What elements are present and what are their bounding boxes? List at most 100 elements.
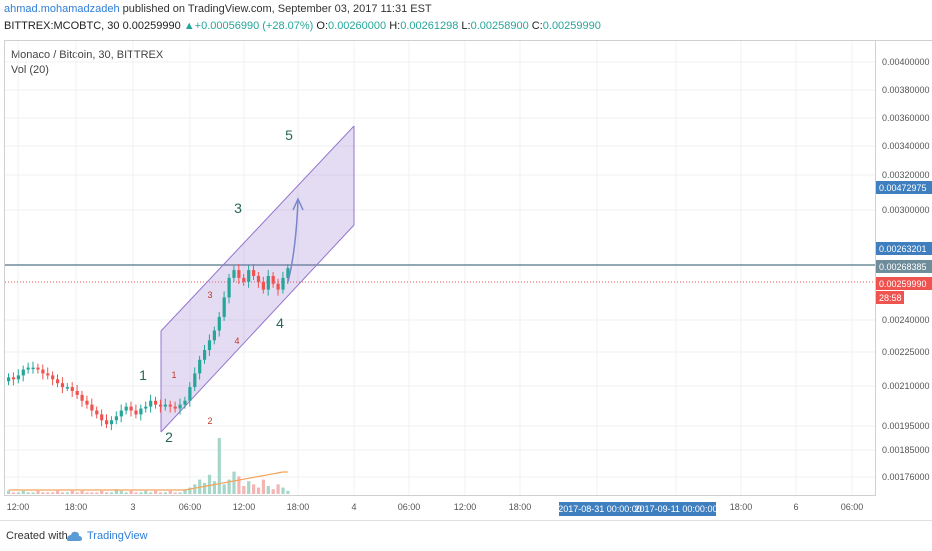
x-tick-label: 18:00 <box>509 502 532 512</box>
candle <box>163 404 167 407</box>
y-tick-label: 0.00185000 <box>882 445 930 455</box>
candle <box>183 400 187 405</box>
candle <box>252 270 256 276</box>
price-tag-label: 0.00259990 <box>879 279 927 289</box>
volume-bar <box>95 492 99 494</box>
price-change: +0.00056990 (+28.07%) <box>194 20 314 32</box>
candle <box>286 268 290 278</box>
up-arrow-icon: ▲ <box>183 20 195 32</box>
candle <box>41 369 45 374</box>
volume-bar <box>242 486 246 494</box>
close-label: C: <box>531 20 543 32</box>
candle <box>129 406 133 411</box>
volume-bar <box>188 487 192 494</box>
candle <box>266 275 270 290</box>
x-tick-label: 18:00 <box>65 502 88 512</box>
volume-bar <box>85 492 89 494</box>
candle <box>114 416 118 421</box>
volume-bar <box>286 490 290 494</box>
y-tick-label: 0.00300000 <box>882 205 930 215</box>
candle <box>46 373 50 376</box>
candle <box>31 367 35 370</box>
price-axis[interactable] <box>876 40 932 496</box>
volume-bar <box>144 490 148 494</box>
volume-bar <box>178 492 182 494</box>
x-tick-label: 12:00 <box>233 502 256 512</box>
volume-bar <box>51 492 55 494</box>
candle <box>232 270 236 278</box>
volume-bar <box>21 490 25 494</box>
x-tick-label: 4 <box>351 502 356 512</box>
y-tick-label: 0.00360000 <box>882 113 930 123</box>
x-tick-label: 6 <box>793 502 798 512</box>
footer: Created with TradingView <box>0 520 932 551</box>
wave-label: 5 <box>285 127 293 143</box>
volume-bar <box>252 484 256 494</box>
candle <box>149 400 153 407</box>
volume-bar <box>100 490 104 494</box>
volume-bar <box>261 479 265 494</box>
candle <box>124 406 128 411</box>
volume-bar <box>149 492 153 494</box>
volume-bar <box>158 492 163 494</box>
candle <box>134 410 138 415</box>
high-value: 0.00261298 <box>400 20 459 32</box>
open-label: O: <box>316 20 329 32</box>
volume-bar <box>281 487 285 494</box>
candle <box>217 316 221 331</box>
open-value: 0.00260000 <box>328 20 387 32</box>
sub-wave-label: 4 <box>234 336 239 346</box>
volume-bar <box>173 492 177 494</box>
candle <box>65 387 69 389</box>
x-tick-label: 2017-08-31 00:00:00 <box>558 504 642 514</box>
chart-pane[interactable] <box>4 40 876 496</box>
candle <box>16 375 20 380</box>
x-tick-label: 18:00 <box>287 502 310 512</box>
price-tag <box>876 277 932 290</box>
chart-svg[interactable]: 0.00400000 0.00380000 0.00360000 0.00340000… <box>0 0 932 520</box>
x-tick-label: 2017-09-11 00:00:00 <box>635 504 718 514</box>
created-with-text: Created with <box>6 530 68 542</box>
y-tick-label: 0.00225000 <box>882 347 930 357</box>
volume-bar <box>105 492 109 494</box>
author-link[interactable]: ahmad.mohamadzadeh <box>4 3 120 15</box>
candle <box>188 387 192 401</box>
volume-bar <box>266 486 270 494</box>
volume-bar <box>203 482 207 494</box>
low-value: 0.00258900 <box>470 20 529 32</box>
volume-bar <box>65 492 69 494</box>
wave-label: 2 <box>165 429 173 445</box>
y-tick-label: 0.00320000 <box>882 170 930 180</box>
projection-arrow <box>287 199 299 283</box>
candle <box>51 375 55 380</box>
x-tick-label: 3 <box>130 502 135 512</box>
candle <box>26 367 30 370</box>
y-tick-label: 0.00400000 <box>882 57 930 67</box>
candle <box>60 383 65 388</box>
x-tick-label: 12:00 <box>454 502 477 512</box>
volume-bar <box>31 492 35 494</box>
candle <box>247 270 251 282</box>
candle <box>281 277 285 290</box>
tradingview-brand[interactable]: TradingView <box>87 530 148 542</box>
volume-bar <box>70 490 74 494</box>
volume-bar <box>154 490 158 494</box>
candle <box>207 340 212 351</box>
publish-line: ahmad.mohamadzadeh published on TradingV… <box>4 3 432 15</box>
last-price: 0.00259990 <box>122 20 181 32</box>
candle <box>227 277 231 298</box>
candle <box>80 394 84 401</box>
wave-label: 1 <box>139 367 147 383</box>
volume-bar <box>41 492 45 494</box>
candle <box>119 410 123 417</box>
candle <box>7 377 11 382</box>
volume-bar <box>60 492 65 494</box>
volume-bar <box>168 490 172 494</box>
candle <box>105 420 109 425</box>
high-label: H: <box>389 20 401 32</box>
candle <box>203 350 207 360</box>
volume-bar <box>256 487 261 494</box>
candle <box>173 406 177 409</box>
volume-bar <box>80 490 84 494</box>
channel-lower-line <box>160 224 355 433</box>
